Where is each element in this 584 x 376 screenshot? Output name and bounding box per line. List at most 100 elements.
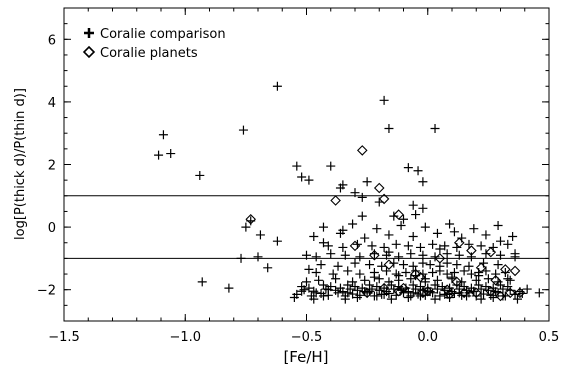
planet-host-point xyxy=(410,268,421,280)
diamond-marker-icon xyxy=(82,45,96,59)
comparison-star-point xyxy=(304,283,314,293)
comparison-star-point xyxy=(411,210,421,220)
comparison-star-point xyxy=(350,188,360,198)
comparison-star-point xyxy=(476,284,486,294)
comparison-star-point xyxy=(418,203,428,213)
planet-host-point xyxy=(373,182,385,194)
comparison-star-point xyxy=(297,172,307,182)
planet-host-point xyxy=(470,287,482,299)
comparison-star-point xyxy=(505,275,515,285)
comparison-star-point xyxy=(508,231,518,241)
comparison-star-point xyxy=(253,252,263,262)
comparison-star-point xyxy=(309,286,319,296)
comparison-star-point xyxy=(350,258,360,268)
comparison-star-point xyxy=(241,222,251,232)
planet-host-point xyxy=(458,287,470,299)
comparison-star-point xyxy=(292,161,302,171)
x-axis-ticks: −1.5 −1.0 −0.5 0.0 0.5 xyxy=(48,8,559,345)
comparison-star-point xyxy=(306,291,316,301)
comparison-star-point xyxy=(466,252,476,262)
comparison-star-point xyxy=(338,180,348,190)
comparison-star-point xyxy=(399,214,408,224)
comparison-star-point xyxy=(362,177,372,187)
planet-host-point xyxy=(356,145,368,156)
comparison-star-point xyxy=(493,260,503,270)
comparison-star-point xyxy=(304,264,314,274)
comparison-star-point xyxy=(318,222,328,232)
planet-host-point xyxy=(451,276,463,288)
planet-host-point xyxy=(485,285,497,297)
comparison-star-point xyxy=(418,285,428,295)
comparison-star-point xyxy=(154,150,164,160)
comparison-star-point xyxy=(432,275,442,285)
planet-host-point xyxy=(453,237,465,249)
comparison-star-point xyxy=(369,291,379,301)
comparison-star-point xyxy=(493,221,503,231)
legend-label-planets: Coralie planets xyxy=(100,46,198,61)
comparison-star-point xyxy=(445,219,455,229)
comparison-star-point xyxy=(474,271,484,281)
comparison-star-point xyxy=(430,294,440,304)
comparison-star-point xyxy=(391,239,401,249)
comparison-star-point xyxy=(442,258,452,268)
comparison-star-point xyxy=(471,275,481,285)
legend-label-comparison: Coralie comparison xyxy=(100,27,226,42)
comparison-star-point xyxy=(343,266,353,276)
comparison-star-point xyxy=(255,230,265,240)
comparison-star-point xyxy=(442,249,452,259)
planet-host-point xyxy=(349,240,361,252)
comparison-star-point xyxy=(512,294,522,304)
comparison-star-point xyxy=(352,285,362,295)
comparison-star-point xyxy=(440,241,450,251)
planet-host-point xyxy=(490,275,501,286)
comparison-star-point xyxy=(442,269,452,279)
comparison-star-point xyxy=(326,249,336,259)
comparison-star-point xyxy=(166,149,176,159)
comparison-star-point xyxy=(418,250,428,260)
comparison-star-point xyxy=(357,211,367,221)
comparison-star-point xyxy=(348,289,358,299)
comparison-star-point xyxy=(386,294,396,304)
planet-host-point xyxy=(383,259,395,270)
comparison-star-point xyxy=(372,282,382,292)
comparison-star-point xyxy=(304,175,314,185)
comparison-star-point xyxy=(323,241,333,251)
comparison-star-point xyxy=(374,274,384,284)
comparison-star-point xyxy=(420,274,430,284)
comparison-star-point xyxy=(498,284,508,294)
planet-host-point xyxy=(378,193,390,205)
comparison-star-point xyxy=(510,289,520,299)
y-tick-label: 4 xyxy=(48,96,56,111)
comparison-star-point xyxy=(534,288,544,298)
comparison-star-point xyxy=(430,124,440,134)
comparison-star-point xyxy=(382,266,392,276)
x-tick-label: 0.5 xyxy=(539,330,560,345)
comparison-star-point xyxy=(403,241,413,251)
comparison-star-point xyxy=(348,219,358,229)
comparison-star-point xyxy=(466,269,476,279)
x-tick-label: 0.0 xyxy=(417,330,438,345)
planet-host-point xyxy=(378,282,390,294)
planet-host-point xyxy=(245,213,257,225)
comparison-star-point xyxy=(384,230,394,240)
y-tick-label: 6 xyxy=(48,33,56,48)
comparison-star-point xyxy=(340,250,350,260)
comparison-star-point xyxy=(481,282,491,292)
comparison-star-point xyxy=(449,267,459,277)
comparison-star-point xyxy=(379,242,389,252)
comparison-star-point xyxy=(483,274,493,284)
planet-host-point xyxy=(369,249,380,261)
comparison-star-point xyxy=(311,267,321,277)
planet-host-point xyxy=(398,282,409,294)
comparison-star-point xyxy=(384,124,394,134)
comparison-star-point xyxy=(418,258,428,268)
comparison-star-point xyxy=(522,284,532,294)
planet-host-point xyxy=(509,265,521,277)
planet-host-point xyxy=(393,285,404,297)
planet-host-point xyxy=(393,209,404,220)
comparison-star-point xyxy=(476,294,486,304)
y-tick-label: 2 xyxy=(48,159,56,174)
legend-entry-comparison: Coralie comparison xyxy=(84,27,226,42)
comparison-star-point xyxy=(328,269,338,279)
comparison-star-point xyxy=(389,211,399,221)
